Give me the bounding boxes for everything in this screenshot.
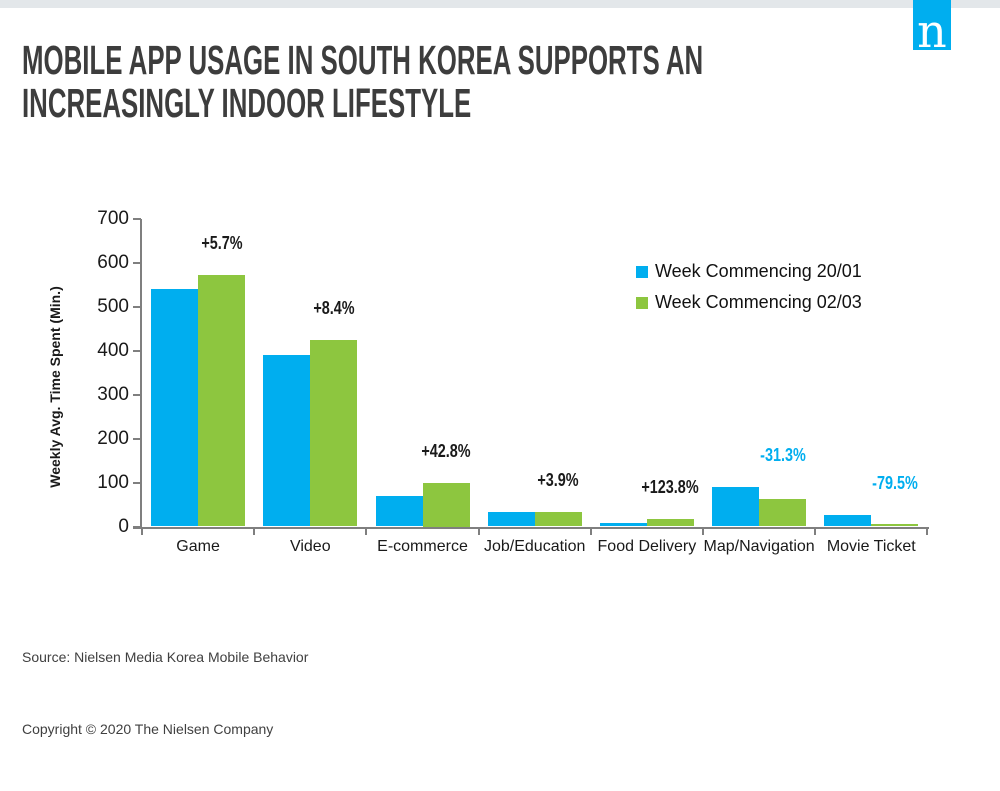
top-accent-bar	[0, 0, 1000, 8]
y-tick	[133, 305, 141, 308]
category-label: Job/Education	[483, 538, 586, 555]
change-label: -31.3%	[759, 444, 806, 465]
category-label: Map/Navigation	[703, 538, 815, 555]
change-label: +123.8%	[641, 476, 700, 497]
y-tick-label: 0	[118, 515, 129, 537]
legend-swatch-icon	[636, 296, 648, 309]
bar-food-delivery-s1	[599, 522, 647, 527]
copyright-text: Copyright © 2020 The Nielsen Company	[22, 721, 274, 737]
y-tick	[133, 261, 141, 264]
bar-job-education-s1	[487, 511, 535, 527]
category-label: Food Delivery	[597, 538, 697, 555]
chart-legend: Week Commencing 20/01 Week Commencing 02/…	[636, 256, 862, 318]
y-tick-label: 400	[97, 339, 129, 361]
bar-game-s2	[198, 275, 246, 527]
y-axis-title: Weekly Avg. Time Spent (Min.)	[47, 286, 63, 488]
y-tick	[133, 217, 141, 220]
y-tick-label: 500	[97, 295, 129, 317]
bar-map-navigation-s2	[759, 499, 807, 527]
bar-e-commerce-s2	[422, 482, 470, 527]
page-title-line2: INCREASINGLY INDOOR LIFESTYLE	[22, 80, 472, 126]
legend-item: Week Commencing 02/03	[636, 287, 862, 318]
change-label: +5.7%	[200, 233, 243, 254]
bar-e-commerce-s1	[375, 495, 423, 527]
x-tick	[477, 526, 480, 535]
x-tick	[589, 526, 592, 535]
legend-item: Week Commencing 20/01	[636, 256, 862, 287]
bar-game-s1	[151, 288, 199, 527]
category-label: Game	[176, 538, 220, 555]
bar-video-s1	[263, 354, 311, 527]
bar-job-education-s2	[534, 511, 582, 527]
x-tick	[702, 526, 704, 535]
y-tick-label: 100	[97, 471, 129, 493]
bar-video-s2	[310, 340, 358, 527]
page-title: MOBILE APP USAGE IN SOUTH KOREA SUPPORTS…	[22, 39, 703, 125]
bar-food-delivery-s2	[646, 518, 694, 527]
y-tick-label: 700	[97, 207, 129, 229]
source-text: Source: Nielsen Media Korea Mobile Behav…	[22, 649, 309, 665]
y-tick	[133, 481, 141, 484]
bar-movie-ticket-s1	[824, 515, 872, 527]
change-label: +3.9%	[537, 469, 579, 490]
category-label: E-commerce	[377, 538, 468, 555]
y-tick-label: 600	[97, 251, 129, 273]
bar-map-navigation-s1	[712, 486, 760, 527]
change-label: -79.5%	[871, 473, 918, 494]
page-title-line1: MOBILE APP USAGE IN SOUTH KOREA SUPPORTS…	[22, 37, 704, 83]
x-tick	[253, 526, 256, 535]
legend-swatch-icon	[636, 265, 648, 278]
legend-label: Week Commencing 20/01	[655, 261, 862, 281]
legend-label: Week Commencing 02/03	[655, 292, 862, 312]
change-label: +42.8%	[421, 440, 471, 461]
x-axis-line	[133, 526, 930, 529]
category-label: Video	[289, 538, 331, 555]
x-tick	[814, 526, 817, 535]
bar-movie-ticket-s2	[871, 524, 919, 527]
x-tick	[365, 526, 368, 535]
nielsen-logo-letter: n	[917, 4, 947, 50]
y-tick	[133, 349, 141, 352]
y-tick-label: 300	[97, 383, 129, 405]
category-label: Movie Ticket	[826, 538, 916, 555]
y-tick	[133, 437, 141, 440]
y-axis-line	[140, 218, 142, 527]
change-label: +8.4%	[313, 298, 355, 319]
nielsen-logo: n	[913, 0, 951, 50]
y-tick-label: 200	[97, 427, 129, 449]
x-tick	[926, 526, 929, 535]
y-tick	[133, 525, 141, 528]
y-tick	[133, 393, 141, 396]
x-tick	[141, 526, 143, 535]
